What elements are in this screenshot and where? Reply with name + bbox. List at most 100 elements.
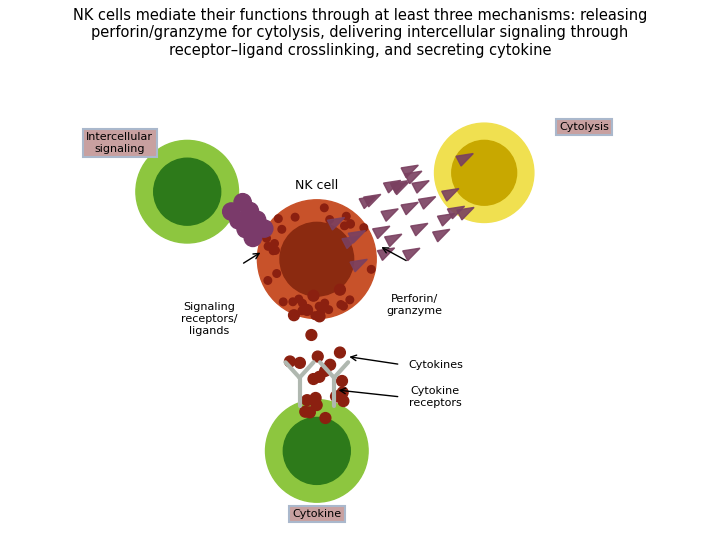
Polygon shape — [410, 224, 428, 236]
Circle shape — [337, 376, 348, 387]
Circle shape — [367, 266, 375, 273]
Polygon shape — [373, 226, 390, 239]
Polygon shape — [418, 197, 436, 209]
Circle shape — [136, 140, 238, 243]
Circle shape — [289, 310, 300, 321]
Circle shape — [314, 372, 325, 382]
Polygon shape — [412, 181, 429, 193]
Circle shape — [244, 229, 261, 246]
Polygon shape — [342, 236, 359, 248]
Circle shape — [337, 387, 348, 398]
Circle shape — [302, 395, 312, 406]
Circle shape — [435, 123, 534, 222]
Circle shape — [284, 356, 295, 367]
Circle shape — [222, 203, 240, 220]
Circle shape — [269, 247, 277, 254]
Circle shape — [314, 311, 325, 322]
Circle shape — [311, 312, 319, 320]
Circle shape — [346, 220, 354, 227]
Polygon shape — [456, 153, 473, 166]
Polygon shape — [348, 231, 366, 243]
Circle shape — [154, 158, 220, 225]
Circle shape — [271, 247, 279, 254]
Polygon shape — [384, 234, 402, 247]
Polygon shape — [381, 209, 398, 221]
Circle shape — [264, 276, 271, 284]
Circle shape — [280, 222, 354, 296]
Circle shape — [315, 302, 323, 310]
Circle shape — [320, 366, 330, 376]
Circle shape — [256, 220, 273, 237]
Circle shape — [289, 298, 297, 306]
Circle shape — [452, 140, 517, 205]
Text: Cytolysis: Cytolysis — [559, 122, 609, 132]
Circle shape — [343, 212, 350, 220]
Text: Perforin/
granzyme: Perforin/ granzyme — [386, 294, 442, 316]
Circle shape — [335, 284, 346, 295]
Circle shape — [266, 400, 368, 502]
Circle shape — [320, 413, 330, 423]
Circle shape — [274, 215, 282, 222]
Circle shape — [341, 222, 348, 230]
Circle shape — [302, 305, 312, 315]
Circle shape — [340, 302, 347, 310]
Circle shape — [237, 220, 254, 238]
Polygon shape — [328, 218, 345, 230]
Circle shape — [264, 242, 272, 250]
Circle shape — [308, 374, 319, 384]
Text: NK cell: NK cell — [295, 179, 338, 192]
Circle shape — [305, 407, 315, 418]
Text: Cytokine
receptors: Cytokine receptors — [409, 386, 462, 408]
Circle shape — [320, 303, 328, 311]
Circle shape — [234, 194, 251, 211]
Polygon shape — [447, 206, 464, 219]
Circle shape — [320, 204, 328, 212]
Polygon shape — [377, 248, 395, 260]
Circle shape — [300, 406, 310, 417]
Polygon shape — [405, 171, 422, 184]
Polygon shape — [402, 248, 420, 261]
Circle shape — [337, 301, 345, 308]
Text: Intercellular
signaling: Intercellular signaling — [86, 132, 153, 154]
Circle shape — [325, 359, 336, 370]
Polygon shape — [438, 213, 454, 226]
Polygon shape — [390, 181, 408, 193]
Circle shape — [312, 351, 323, 362]
Circle shape — [230, 212, 247, 229]
Text: Signaling
receptors/
ligands: Signaling receptors/ ligands — [181, 302, 237, 335]
Circle shape — [258, 200, 376, 319]
Circle shape — [360, 224, 368, 231]
Circle shape — [321, 299, 328, 307]
Circle shape — [241, 202, 258, 220]
Circle shape — [248, 211, 266, 228]
Circle shape — [273, 270, 281, 278]
Polygon shape — [350, 259, 367, 272]
Circle shape — [306, 329, 317, 340]
Polygon shape — [457, 207, 474, 220]
Polygon shape — [392, 182, 409, 194]
Circle shape — [294, 357, 305, 368]
Circle shape — [317, 309, 324, 316]
Circle shape — [308, 291, 319, 301]
Text: NK cells mediate their functions through at least three mechanisms: releasing
pe: NK cells mediate their functions through… — [73, 8, 647, 58]
Polygon shape — [401, 202, 418, 215]
Circle shape — [335, 347, 346, 358]
Polygon shape — [442, 188, 459, 201]
Polygon shape — [364, 194, 381, 207]
Polygon shape — [359, 196, 377, 208]
Circle shape — [346, 220, 354, 228]
Circle shape — [310, 393, 321, 403]
Circle shape — [346, 296, 354, 303]
Polygon shape — [401, 165, 418, 178]
Polygon shape — [433, 230, 450, 242]
Text: Cytokine: Cytokine — [292, 509, 341, 519]
Circle shape — [295, 295, 302, 303]
Circle shape — [279, 298, 287, 306]
Text: Cytokines: Cytokines — [409, 360, 464, 369]
Circle shape — [278, 226, 286, 233]
Polygon shape — [384, 180, 401, 193]
Circle shape — [263, 234, 270, 242]
Circle shape — [330, 391, 341, 402]
Circle shape — [292, 213, 299, 221]
Circle shape — [283, 417, 350, 484]
